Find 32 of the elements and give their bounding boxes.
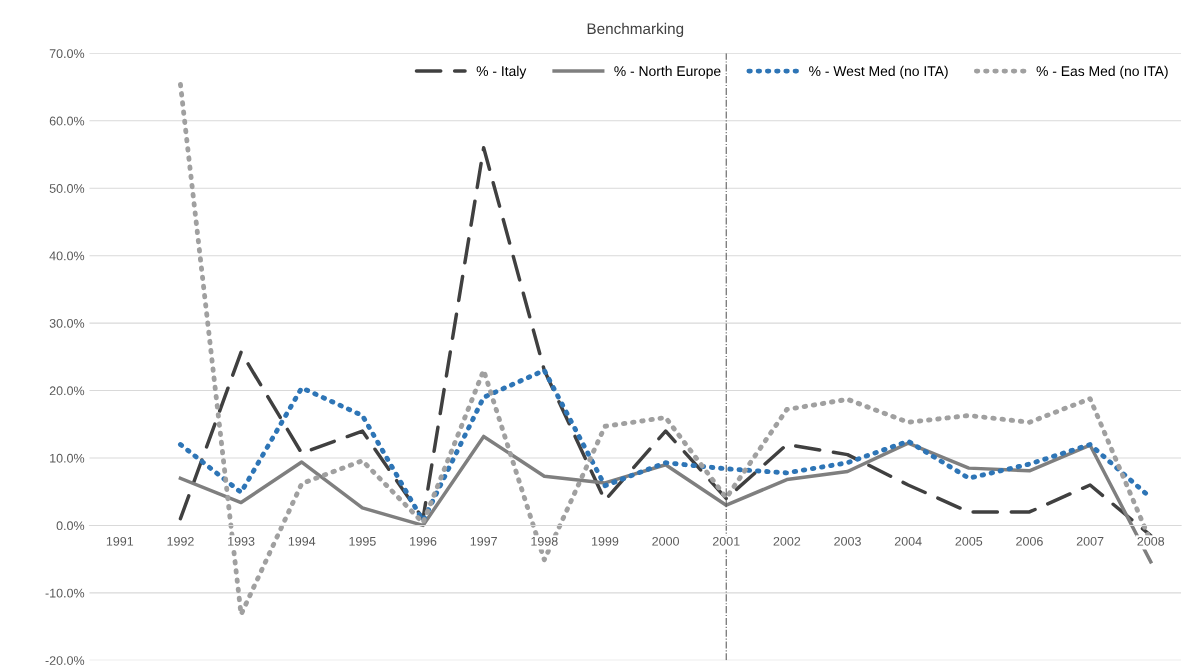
x-tick-label: 2001 (712, 536, 740, 546)
x-tick-label: 2000 (652, 536, 680, 546)
x-tick-label: 1991 (106, 536, 134, 546)
y-tick-label: 70.0% (49, 49, 85, 59)
x-tick-label: 2004 (894, 536, 922, 546)
y-tick-label: 0.0% (56, 521, 85, 531)
x-tick-label: 2005 (955, 536, 983, 546)
x-tick-label: 2002 (773, 536, 801, 546)
x-tick-label: 1997 (470, 536, 497, 546)
y-tick-label: 20.0% (49, 386, 85, 396)
legend-label: % - North Europe (614, 65, 721, 79)
legend-label: % - Italy (476, 65, 527, 79)
y-tick-label: 10.0% (50, 453, 85, 463)
y-tick-label: 50.0% (49, 184, 85, 193)
x-tick-label: 2007 (1076, 536, 1104, 546)
y-tick-label: 60.0% (49, 116, 85, 126)
legend-label: % - West Med (no ITA) (809, 65, 948, 79)
x-tick-label: 1992 (167, 536, 194, 546)
x-tick-label: 1993 (228, 536, 255, 546)
x-tick-label: 2006 (1016, 536, 1043, 546)
y-tick-label: 30.0% (49, 318, 85, 328)
y-tick-label: 40.0% (49, 251, 85, 261)
x-tick-label: 2003 (834, 536, 861, 546)
x-tick-label: 1998 (531, 536, 558, 546)
x-tick-label: 1994 (288, 536, 316, 546)
y-tick-label: -20.0% (45, 656, 85, 665)
x-tick-label: 1995 (349, 536, 376, 546)
y-tick-label: -10.0% (45, 588, 85, 598)
x-tick-label: 1996 (410, 536, 437, 546)
x-tick-label: 1999 (592, 536, 619, 546)
chart-title: Benchmarking (587, 22, 684, 38)
legend-label: % - Eas Med (no ITA) (1036, 65, 1168, 79)
